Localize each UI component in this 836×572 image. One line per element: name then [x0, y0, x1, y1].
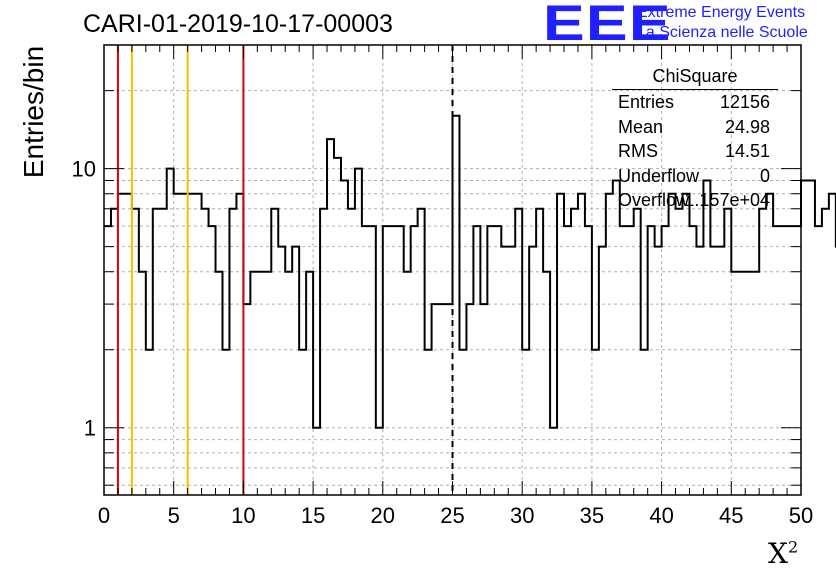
stats-key: Mean: [618, 116, 664, 137]
stats-box: ChiSquare Entries 12156 Mean 24.98 RMS 1…: [612, 66, 778, 213]
stats-value: 14.51: [724, 141, 770, 161]
x-tick-label: 50: [789, 503, 813, 528]
stats-value: 12156: [719, 92, 770, 112]
stats-row-entries: Entries 12156: [612, 90, 778, 115]
x-tick-label: 0: [98, 503, 110, 528]
stats-value: 0: [759, 165, 770, 186]
stats-value: 1.157e+04: [684, 190, 770, 210]
stats-row-rms: RMS 14.51: [612, 139, 778, 164]
eee-logo: EEE: [543, 0, 672, 51]
stats-key: RMS: [618, 141, 658, 161]
stats-key: Entries: [618, 92, 675, 112]
x-tick-label: 10: [231, 503, 255, 528]
histogram-series: [104, 114, 836, 429]
x-tick-label: 5: [168, 503, 180, 528]
x-tick-label: 25: [440, 503, 464, 528]
stats-value: 24.98: [724, 116, 770, 137]
x-tick-label: 20: [371, 503, 395, 528]
x-tick-label: 45: [719, 503, 743, 528]
stats-key: Overflow: [618, 190, 690, 210]
x-tick-label: 15: [301, 503, 325, 528]
logo-caption-line2: La Scienza nelle Scuole: [637, 24, 808, 41]
stats-key: Underflow: [618, 165, 700, 186]
x-tick-label: 30: [510, 503, 534, 528]
stats-row-overflow: Overflow 1.157e+04: [612, 188, 778, 213]
x-tick-label: 40: [649, 503, 673, 528]
x-axis-label: X2: [768, 537, 799, 570]
y-tick-label: 1: [84, 416, 96, 441]
chart-title: CARI-01-2019-10-17-00003: [83, 10, 393, 38]
y-tick-label: 10: [72, 157, 96, 182]
y-axis-label: Entries/bin: [18, 45, 49, 179]
stats-row-mean: Mean 24.98: [612, 115, 778, 140]
stats-title: ChiSquare: [612, 66, 778, 90]
stats-row-underflow: Underflow 0: [612, 164, 778, 189]
x-tick-label: 35: [580, 503, 604, 528]
logo-caption-line1: Extreme Energy Events: [637, 4, 806, 21]
